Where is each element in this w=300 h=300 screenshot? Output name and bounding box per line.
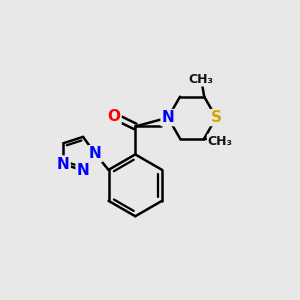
Text: S: S (211, 110, 222, 125)
Text: N: N (77, 163, 89, 178)
Text: O: O (108, 109, 121, 124)
Text: N: N (89, 146, 102, 161)
Text: N: N (162, 110, 174, 125)
Text: CH₃: CH₃ (189, 73, 214, 85)
Text: N: N (57, 157, 70, 172)
Text: CH₃: CH₃ (208, 135, 233, 148)
